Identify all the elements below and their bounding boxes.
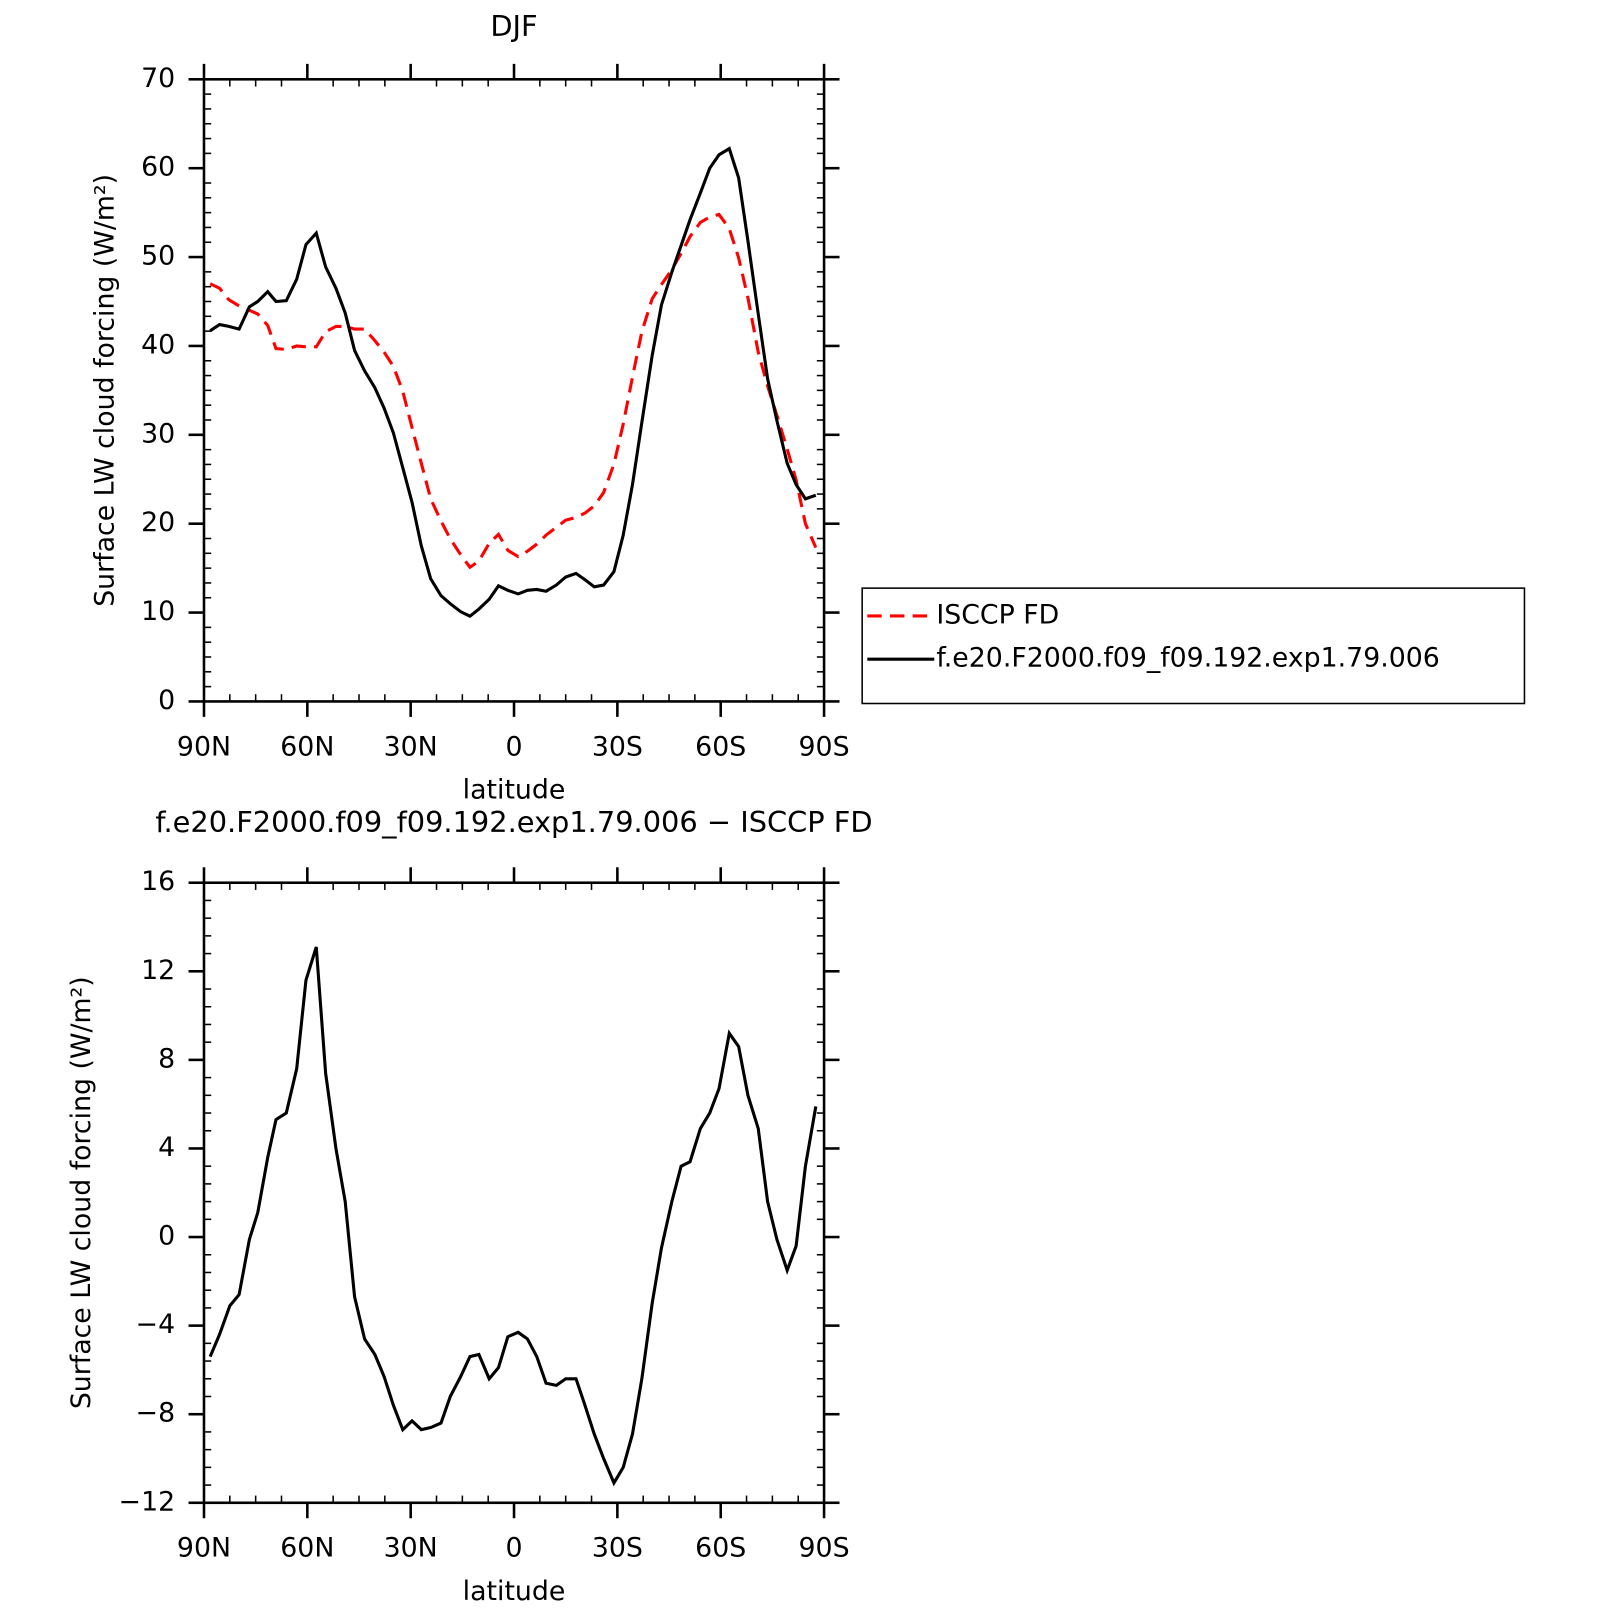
x-tick-label: 90S <box>799 1533 850 1564</box>
x-tick-label: 90N <box>177 731 231 762</box>
y-tick-label: 0 <box>158 685 175 716</box>
y-tick-label: 0 <box>158 1221 175 1252</box>
y-tick-label: 60 <box>141 152 175 183</box>
legend-frame <box>861 587 1526 705</box>
x-tick-label: 60N <box>280 1533 334 1564</box>
x-tick-label: 90N <box>177 1533 231 1564</box>
x-axis-label: latitude <box>463 775 566 806</box>
x-tick-label: 90S <box>799 731 850 762</box>
y-tick-label: 30 <box>141 418 175 449</box>
data-line <box>209 146 817 618</box>
y-tick-label: −12 <box>119 1486 176 1517</box>
y-axis-label: Surface LW cloud forcing (W/m²) <box>90 174 121 607</box>
x-tick-label: 30S <box>592 731 643 762</box>
legend-label: f.e20.F2000.f09_f09.192.exp1.79.006 <box>936 643 1440 674</box>
y-tick-label: 70 <box>141 63 175 94</box>
y-tick-label: −4 <box>136 1309 175 1340</box>
y-tick-label: −8 <box>136 1398 175 1429</box>
chart-title: f.e20.F2000.f09_f09.192.exp1.79.006 − IS… <box>155 805 872 839</box>
y-tick-label: 10 <box>141 596 175 627</box>
plot-frame <box>202 78 826 703</box>
y-tick-label: 50 <box>141 241 175 272</box>
y-tick-label: 4 <box>158 1132 175 1163</box>
x-tick-label: 30N <box>384 731 438 762</box>
x-tick-label: 60S <box>695 731 746 762</box>
x-tick-label: 30S <box>592 1533 643 1564</box>
data-line <box>209 212 818 570</box>
x-tick-label: 60S <box>695 1533 746 1564</box>
plot-frame <box>202 881 826 1505</box>
y-tick-label: 20 <box>141 507 175 538</box>
y-axis-label: Surface LW cloud forcing (W/m²) <box>66 976 97 1409</box>
data-line <box>208 946 818 1487</box>
x-tick-label: 60N <box>280 731 334 762</box>
legend-label: ISCCP FD <box>936 599 1059 630</box>
x-tick-label: 30N <box>384 1533 438 1564</box>
y-tick-label: 12 <box>141 955 175 986</box>
y-tick-label: 40 <box>141 329 175 360</box>
x-axis-label: latitude <box>463 1576 566 1607</box>
y-tick-label: 8 <box>158 1043 175 1074</box>
chart-title: DJF <box>490 9 537 43</box>
y-tick-label: 16 <box>141 866 175 897</box>
x-tick-label: 0 <box>506 731 523 762</box>
x-tick-label: 0 <box>506 1533 523 1564</box>
